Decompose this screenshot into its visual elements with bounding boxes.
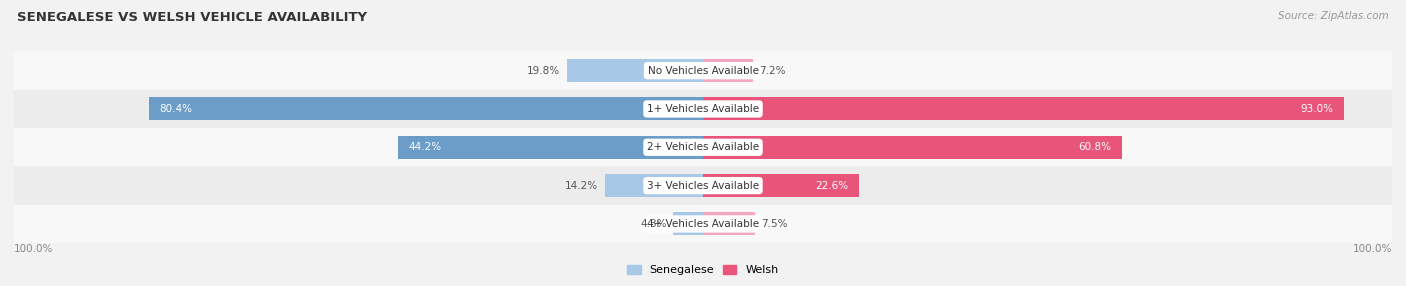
Text: Source: ZipAtlas.com: Source: ZipAtlas.com: [1278, 11, 1389, 21]
Bar: [673, 212, 703, 235]
Text: 4+ Vehicles Available: 4+ Vehicles Available: [647, 219, 759, 229]
Bar: [398, 136, 703, 159]
Bar: [567, 59, 703, 82]
Text: 2+ Vehicles Available: 2+ Vehicles Available: [647, 142, 759, 152]
Text: 4.3%: 4.3%: [640, 219, 666, 229]
Text: SENEGALESE VS WELSH VEHICLE AVAILABILITY: SENEGALESE VS WELSH VEHICLE AVAILABILITY: [17, 11, 367, 24]
Text: 1+ Vehicles Available: 1+ Vehicles Available: [647, 104, 759, 114]
Bar: [605, 174, 703, 197]
Bar: [14, 90, 1392, 128]
Text: 14.2%: 14.2%: [565, 181, 599, 190]
Bar: [703, 136, 1122, 159]
Text: 7.5%: 7.5%: [762, 219, 787, 229]
Text: 19.8%: 19.8%: [527, 66, 560, 76]
Bar: [703, 174, 859, 197]
Bar: [14, 166, 1392, 205]
Text: 22.6%: 22.6%: [815, 181, 848, 190]
Text: 3+ Vehicles Available: 3+ Vehicles Available: [647, 181, 759, 190]
Text: 100.0%: 100.0%: [14, 244, 53, 254]
Bar: [14, 205, 1392, 243]
Bar: [703, 59, 752, 82]
Bar: [149, 98, 703, 120]
Text: 100.0%: 100.0%: [1353, 244, 1392, 254]
Text: 60.8%: 60.8%: [1078, 142, 1112, 152]
Bar: [14, 51, 1392, 90]
Text: 80.4%: 80.4%: [159, 104, 193, 114]
Text: No Vehicles Available: No Vehicles Available: [648, 66, 758, 76]
Bar: [703, 212, 755, 235]
Bar: [703, 98, 1344, 120]
Legend: Senegalese, Welsh: Senegalese, Welsh: [623, 260, 783, 280]
Text: 7.2%: 7.2%: [759, 66, 786, 76]
Bar: [14, 128, 1392, 166]
Text: 44.2%: 44.2%: [409, 142, 441, 152]
Text: 93.0%: 93.0%: [1301, 104, 1333, 114]
